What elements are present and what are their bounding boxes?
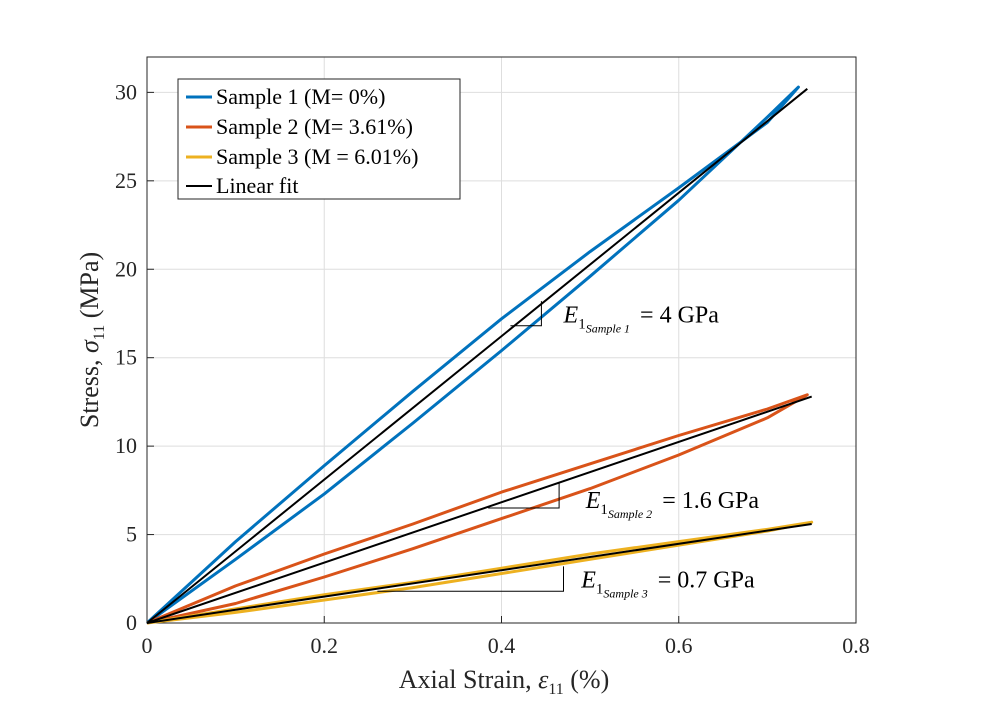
series-line-sample-1 — [145, 85, 800, 625]
x-tick-label: 0.4 — [488, 633, 516, 658]
y-tick-label: 0 — [126, 610, 137, 635]
x-tick-label: 0.8 — [842, 633, 870, 658]
grid — [146, 57, 857, 624]
slope-triangle-1 — [510, 301, 542, 327]
linear-fit-line-1 — [146, 88, 808, 624]
x-axis-ticks: 0 0.2 0.4 0.6 0.8 — [142, 616, 870, 658]
slope-triangle-3 — [377, 566, 564, 592]
legend-entry-sample-2: Sample 2 (M= 3.61%) — [216, 114, 413, 139]
legend-entry-sample-3: Sample 3 (M = 6.01%) — [216, 144, 418, 169]
y-axis-label: Stress, σ11 (MPa) — [75, 252, 108, 428]
series-line-sample-3 — [146, 520, 814, 625]
linear-fit-line-2 — [146, 395, 813, 624]
legend-box — [177, 78, 461, 200]
modulus-annotation-1: E1Sample 1 = 4 GPa — [563, 302, 720, 335]
y-tick-label: 15 — [115, 345, 137, 370]
y-tick-label: 25 — [115, 168, 137, 193]
y-axis-ticks: 0 5 10 15 20 25 30 — [115, 79, 154, 635]
x-tick-label: 0.6 — [665, 633, 693, 658]
y-tick-label: 20 — [115, 256, 137, 281]
legend-entry-linear-fit: Linear fit — [216, 173, 298, 198]
series-layer — [145, 85, 814, 625]
legend-entry-sample-1: Sample 1 (M= 0%) — [216, 84, 385, 109]
x-axis-label: Axial Strain, ε11 (%) — [399, 665, 610, 698]
series-line-sample-2 — [146, 393, 809, 625]
y-tick-label: 5 — [126, 522, 137, 547]
annotations: E1Sample 1 = 4 GPa E1Sample 2 = 1.6 GPa E1Sa… — [377, 301, 759, 601]
x-tick-label: 0.2 — [311, 633, 339, 658]
modulus-annotation-3: E1Sample 3 = 0.7 GPa — [580, 568, 755, 601]
linear-fit-line-3 — [146, 523, 812, 624]
slope-triangle-2 — [488, 483, 560, 509]
y-tick-label: 10 — [115, 433, 137, 458]
x-tick-label: 0 — [142, 633, 153, 658]
y-tick-label: 30 — [115, 79, 137, 104]
legend: Sample 1 (M= 0%) Sample 2 (M= 3.61%) Sam… — [177, 78, 461, 200]
modulus-annotation-2: E1Sample 2 = 1.6 GPa — [585, 488, 760, 521]
